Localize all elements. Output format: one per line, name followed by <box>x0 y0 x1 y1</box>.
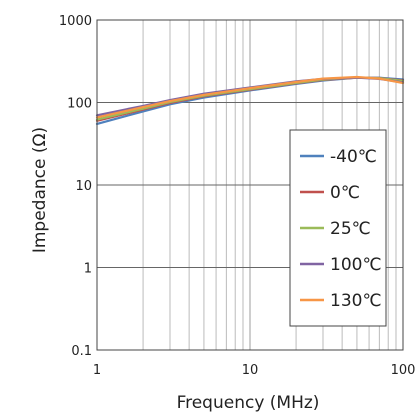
x-tick-label: 100 <box>391 363 416 378</box>
plot-frame <box>96 19 404 351</box>
series-lines <box>95 75 405 126</box>
y-tick-label: 10 <box>75 179 92 194</box>
y-axis-label: Impedance (Ω) <box>30 127 50 253</box>
legend-label: 25℃ <box>330 219 371 239</box>
legend: -40℃ 0℃ 25℃ 100℃ 130℃ <box>289 129 387 327</box>
legend-label: 130℃ <box>330 291 382 311</box>
y-tick-label: 1 <box>84 262 92 277</box>
y-tick-label: 1000 <box>59 14 92 29</box>
x-tick-label: 1 <box>93 363 101 378</box>
legend-label: 100℃ <box>330 255 382 275</box>
series-line <box>95 75 405 119</box>
legend-label: -40℃ <box>330 147 377 167</box>
legend-label: 0℃ <box>330 183 360 203</box>
x-axis-label: Frequency (MHz) <box>177 393 320 413</box>
x-tick-label: 10 <box>242 363 259 378</box>
y-tick-label: 100 <box>67 97 92 112</box>
y-tick-label: 0.1 <box>71 344 92 359</box>
